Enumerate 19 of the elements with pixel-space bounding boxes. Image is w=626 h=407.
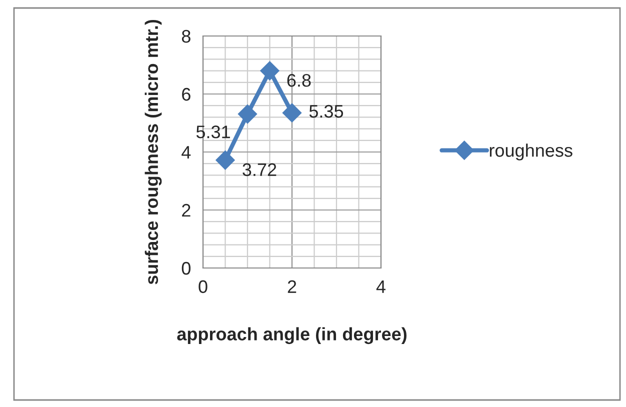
x-tick-label: 0 <box>198 280 208 294</box>
point <box>282 103 302 122</box>
data-label: 6.8 <box>287 74 311 87</box>
legend-label: roughness <box>490 144 572 160</box>
point <box>216 150 235 170</box>
y-tick-label: 8 <box>182 30 190 43</box>
y-tick-label: 2 <box>182 204 190 217</box>
y-tick-label: 0 <box>182 262 190 275</box>
data-label: 3.72 <box>242 163 276 176</box>
point <box>238 104 258 124</box>
data-label: 5.31 <box>196 126 230 138</box>
y-tick-label: 6 <box>182 88 190 101</box>
x-axis-title: approach angle (in degree) <box>177 327 406 344</box>
point <box>260 61 280 80</box>
x-tick-label: 4 <box>376 280 386 293</box>
y-tick-label: 4 <box>182 146 191 159</box>
data-label: 5.35 <box>309 104 344 118</box>
y-axis-title: surface roughness (micro mtr.) <box>144 20 162 284</box>
x-tick-label: 2 <box>288 280 296 293</box>
